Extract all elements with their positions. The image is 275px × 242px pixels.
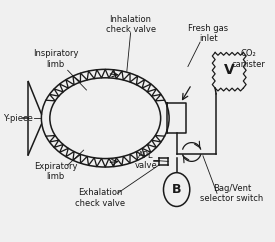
Text: B: B	[172, 183, 182, 196]
Text: Bag/Vent
selector switch: Bag/Vent selector switch	[200, 184, 264, 203]
Text: APL
valve: APL valve	[134, 151, 157, 170]
Text: Expiratory
limb: Expiratory limb	[34, 162, 77, 182]
Text: V: V	[224, 63, 235, 77]
Text: Inhalation
check valve: Inhalation check valve	[106, 15, 156, 34]
Text: Y-piece: Y-piece	[3, 114, 33, 123]
Text: Inspiratory
limb: Inspiratory limb	[33, 49, 78, 69]
Text: Fresh gas
inlet: Fresh gas inlet	[188, 24, 229, 43]
Text: Exhalation
check valve: Exhalation check valve	[76, 188, 126, 208]
Text: CO₂
canister: CO₂ canister	[231, 49, 265, 69]
Ellipse shape	[163, 173, 190, 206]
